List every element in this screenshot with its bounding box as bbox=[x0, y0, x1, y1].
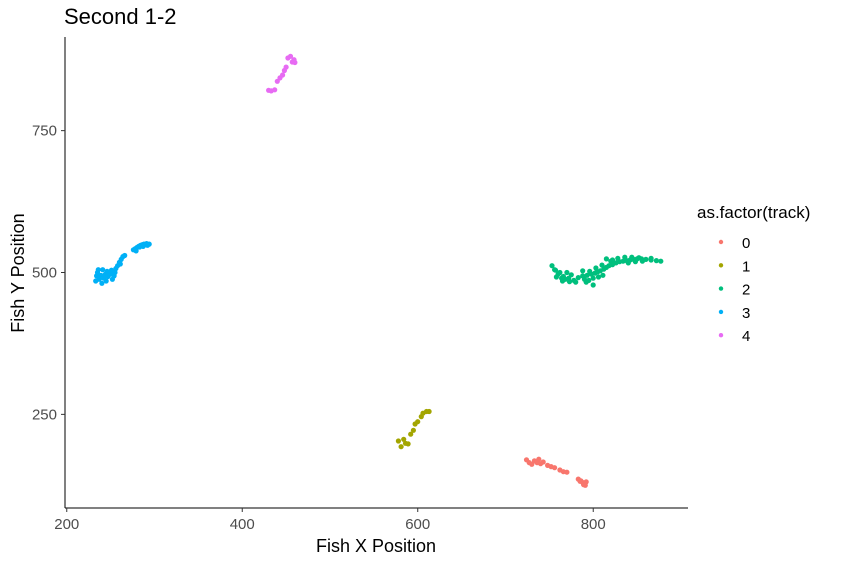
data-point-track-2 bbox=[590, 282, 596, 288]
data-point-track-2 bbox=[559, 278, 566, 284]
data-point-track-3 bbox=[100, 267, 106, 273]
data-point-track-0 bbox=[577, 478, 583, 484]
data-point-track-4 bbox=[292, 59, 298, 66]
data-point-track-2 bbox=[609, 257, 616, 263]
data-point-track-0 bbox=[540, 459, 546, 465]
data-point-track-2 bbox=[599, 262, 605, 268]
data-point-track-2 bbox=[600, 272, 606, 278]
data-point-track-1 bbox=[401, 436, 407, 442]
legend-label-1: 1 bbox=[742, 258, 750, 275]
data-point-track-2 bbox=[648, 255, 654, 261]
data-point-track-2 bbox=[587, 268, 593, 274]
data-point-track-4 bbox=[283, 64, 289, 70]
data-point-track-3 bbox=[96, 276, 102, 282]
data-point-track-0 bbox=[536, 456, 542, 462]
data-point-track-2 bbox=[573, 279, 579, 285]
data-point-track-3 bbox=[144, 241, 150, 247]
legend-label-0: 0 bbox=[742, 235, 750, 252]
data-point-track-2 bbox=[658, 258, 664, 264]
x-tick-label: 600 bbox=[405, 516, 430, 533]
data-point-track-2 bbox=[636, 255, 642, 261]
data-point-track-2 bbox=[583, 279, 589, 285]
data-point-track-2 bbox=[557, 269, 563, 276]
data-point-track-0 bbox=[582, 482, 588, 488]
x-tick-label: 800 bbox=[581, 516, 606, 533]
legend-label-2: 2 bbox=[742, 282, 750, 299]
data-point-track-4 bbox=[287, 53, 294, 59]
data-point-track-2 bbox=[575, 275, 581, 281]
data-point-track-4 bbox=[272, 87, 278, 93]
y-tick-label: 750 bbox=[32, 123, 57, 140]
data-point-track-3 bbox=[103, 278, 109, 284]
legend-title: as.factor(track) bbox=[697, 203, 810, 222]
data-point-track-3 bbox=[108, 271, 114, 277]
data-point-track-2 bbox=[593, 265, 599, 271]
legend-key-1 bbox=[718, 263, 724, 268]
data-point-track-2 bbox=[549, 263, 555, 269]
legend-key-4 bbox=[718, 333, 724, 338]
x-tick-label: 200 bbox=[54, 516, 79, 533]
legend: as.factor(track) 0 1 2 3 4 bbox=[697, 203, 810, 345]
data-point-track-2 bbox=[580, 268, 586, 274]
y-tick-label: 250 bbox=[32, 406, 57, 423]
legend-key-3 bbox=[718, 309, 724, 315]
data-point-track-1 bbox=[408, 431, 414, 437]
data-point-track-1 bbox=[426, 408, 432, 415]
chart-title: Second 1-2 bbox=[64, 4, 177, 29]
data-point-track-1 bbox=[410, 427, 416, 433]
x-axis-title: Fish X Position bbox=[316, 536, 436, 556]
data-point-track-1 bbox=[398, 444, 404, 450]
data-points bbox=[93, 53, 664, 488]
legend-key-2 bbox=[718, 286, 724, 291]
data-point-track-1 bbox=[395, 438, 401, 444]
data-point-track-3 bbox=[112, 269, 118, 276]
x-tick-label: 400 bbox=[230, 516, 255, 533]
legend-label-4: 4 bbox=[742, 328, 750, 345]
data-point-track-3 bbox=[133, 248, 139, 254]
data-point-track-1 bbox=[405, 441, 411, 447]
data-point-track-0 bbox=[552, 465, 558, 471]
ticks: 200 400 600 800 250 500 750 bbox=[32, 123, 606, 533]
data-point-track-2 bbox=[560, 273, 567, 280]
data-point-track-2 bbox=[584, 272, 590, 278]
data-point-track-1 bbox=[415, 419, 421, 425]
data-point-track-2 bbox=[553, 274, 560, 280]
y-tick-label: 500 bbox=[32, 265, 57, 282]
data-point-track-2 bbox=[625, 260, 631, 266]
data-point-track-2 bbox=[639, 258, 646, 264]
data-point-track-2 bbox=[629, 254, 635, 260]
data-point-track-3 bbox=[95, 267, 101, 273]
data-point-track-2 bbox=[590, 275, 596, 281]
data-point-track-2 bbox=[632, 259, 639, 265]
data-point-track-4 bbox=[280, 72, 286, 78]
data-point-track-2 bbox=[615, 255, 621, 261]
data-point-track-0 bbox=[564, 469, 570, 475]
data-point-track-2 bbox=[566, 275, 572, 281]
data-point-track-3 bbox=[140, 243, 146, 249]
data-point-track-2 bbox=[653, 258, 660, 264]
y-axis-title: Fish Y Position bbox=[8, 213, 28, 332]
data-point-track-2 bbox=[595, 274, 602, 280]
data-point-track-2 bbox=[552, 267, 559, 273]
legend-label-3: 3 bbox=[742, 305, 750, 322]
data-point-track-2 bbox=[603, 256, 610, 262]
legend-key-0 bbox=[718, 239, 724, 245]
data-point-track-3 bbox=[99, 280, 105, 286]
data-point-track-3 bbox=[122, 252, 128, 259]
data-point-track-3 bbox=[117, 261, 123, 267]
data-point-track-2 bbox=[564, 269, 570, 276]
data-point-track-2 bbox=[622, 254, 628, 260]
